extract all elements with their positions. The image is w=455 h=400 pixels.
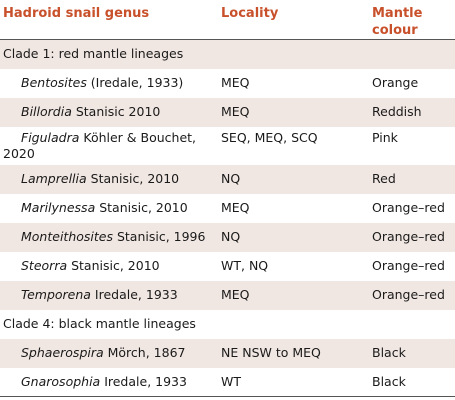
genus-name: Marilynessa	[21, 200, 96, 215]
genus-author: Stanisic 2010	[71, 104, 161, 119]
table-row: Monteithosites Stanisic, 1996 NQ Orange–…	[0, 222, 455, 252]
genus-cell: Temporena Iredale, 1933	[0, 280, 213, 310]
colour-cell: Reddish	[364, 97, 455, 127]
colour-cell: Orange–red	[372, 200, 445, 215]
genus-name: Sphaerospira	[21, 345, 104, 360]
table-row: Lamprellia Stanisic, 2010 NQ Red	[0, 164, 455, 194]
genus-cell: Gnarosophia Iredale, 1933	[0, 367, 213, 397]
genus-name: Bentosites	[21, 75, 87, 90]
colour-cell: Pink	[372, 129, 398, 145]
locality-cell: NE NSW to MEQ	[213, 338, 364, 368]
genus-name: Monteithosites	[21, 229, 113, 244]
genus-name: Billordia	[21, 104, 72, 119]
locality-cell: NQ	[213, 222, 364, 252]
locality-cell: NQ	[213, 164, 364, 194]
locality-cell: MEQ	[221, 75, 250, 90]
genus-name: Temporena	[21, 287, 91, 302]
table-row: Sphaerospira Mörch, 1867 NE NSW to MEQ B…	[0, 338, 455, 368]
genus-author: Stanisic, 1996	[112, 229, 206, 244]
genus-cell: Bentosites (Iredale, 1933)	[0, 69, 213, 98]
genus-author: Stanisic, 2010	[67, 258, 160, 273]
table-row: Figuladra Köhler & Bouchet, 2020 SEQ, ME…	[0, 127, 455, 165]
table-row: Gnarosophia Iredale, 1933 WT Black	[0, 367, 455, 397]
locality-cell: WT	[213, 367, 364, 397]
colour-cell: Orange–red	[364, 222, 455, 252]
clade-1-row: Clade 1: red mantle lineages	[0, 39, 455, 69]
table-row: Bentosites (Iredale, 1933) MEQ Orange	[0, 69, 455, 98]
genus-cell: Lamprellia Stanisic, 2010	[0, 164, 213, 194]
clade-1-label: Clade 1: red mantle lineages	[0, 39, 455, 69]
genus-author: Stanisic, 2010	[95, 200, 188, 215]
clade-4-row: Clade 4: black mantle lineages	[0, 310, 455, 339]
genus-author: Stanisic, 2010	[86, 171, 180, 186]
genus-name: Gnarosophia	[21, 373, 101, 389]
genus-cell: Steorra Stanisic, 2010	[0, 252, 213, 281]
genus-name: Lamprellia	[21, 171, 87, 186]
table-row: Steorra Stanisic, 2010 WT, NQ Orange–red	[0, 252, 455, 281]
colour-cell: Orange	[372, 75, 419, 90]
genus-name: Steorra	[21, 258, 68, 273]
table-row: Marilynessa Stanisic, 2010 MEQ Orange–re…	[0, 194, 455, 223]
header-mantle-colour: Mantle colour	[364, 0, 455, 40]
table-row: Billordia Stanisic 2010 MEQ Reddish	[0, 97, 455, 127]
header-row: Hadroid snail genus Locality Mantle colo…	[0, 0, 455, 40]
colour-cell: Orange–red	[364, 280, 455, 310]
genus-cell: Sphaerospira Mörch, 1867	[0, 338, 213, 368]
genus-cell: Billordia Stanisic 2010	[0, 97, 213, 127]
locality-cell: MEQ	[213, 280, 364, 310]
genus-author: Iredale, 1933	[100, 373, 187, 389]
genus-cell: Figuladra Köhler & Bouchet, 2020	[0, 127, 213, 165]
genus-author: Iredale, 1933	[90, 287, 178, 302]
locality-cell: MEQ	[213, 97, 364, 127]
genus-author: Mörch, 1867	[103, 345, 186, 360]
locality-cell: WT, NQ	[221, 258, 269, 273]
colour-cell: Orange–red	[372, 258, 445, 273]
genus-author: Köhler & Bouchet, 2020	[3, 129, 197, 161]
header-locality: Locality	[213, 0, 364, 40]
table-row: Temporena Iredale, 1933 MEQ Orange–red	[0, 280, 455, 310]
clade-4-label: Clade 4: black mantle lineages	[3, 316, 196, 331]
genus-author: (Iredale, 1933)	[86, 75, 184, 90]
genus-cell: Marilynessa Stanisic, 2010	[0, 194, 213, 223]
colour-cell: Red	[364, 164, 455, 194]
genus-name: Figuladra	[21, 129, 80, 145]
genus-cell: Monteithosites Stanisic, 1996	[0, 222, 213, 252]
locality-cell: MEQ	[221, 200, 250, 215]
header-genus: Hadroid snail genus	[0, 0, 213, 40]
locality-cell: SEQ, MEQ, SCQ	[221, 129, 318, 145]
colour-cell: Black	[364, 367, 455, 397]
colour-cell: Black	[364, 338, 455, 368]
